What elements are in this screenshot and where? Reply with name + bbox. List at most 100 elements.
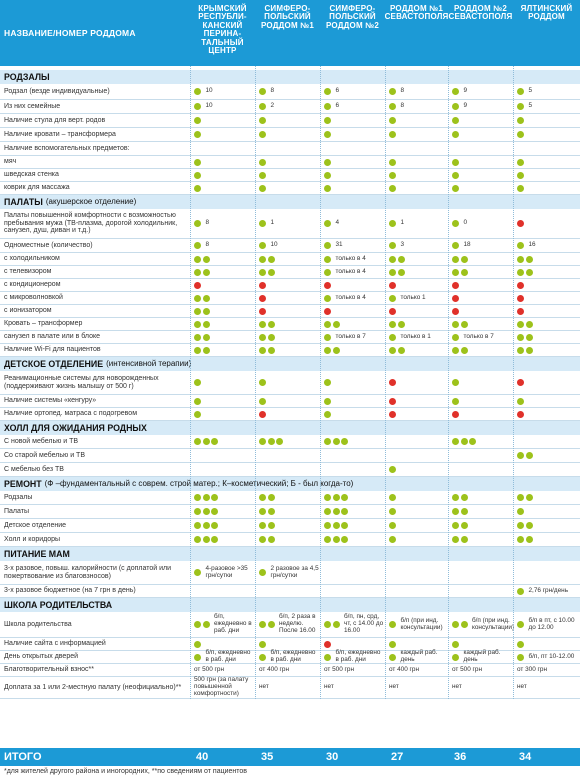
table-cell xyxy=(320,638,385,650)
yes-dot-icon xyxy=(525,536,533,543)
cell-text: от 500 грн xyxy=(324,665,354,673)
table-cell: б/п в пт, с 10.00 до 12.00 xyxy=(513,612,580,637)
column-divider xyxy=(190,66,191,699)
table-cell: 18 xyxy=(448,239,513,252)
table-cell xyxy=(513,169,580,181)
yes-dot-icon xyxy=(460,320,468,328)
table-cell xyxy=(448,156,513,168)
table-cell xyxy=(255,408,320,420)
table-cell xyxy=(190,344,255,356)
yes-dot-icon xyxy=(452,494,459,501)
table-cell xyxy=(190,253,255,265)
table-row: Школа родительства б/п, ежедневно в раб. … xyxy=(0,612,580,638)
table-cell xyxy=(448,408,513,420)
yes-dot-icon xyxy=(267,346,275,354)
row-label: Доплата за 1 или 2-местную палату (неофи… xyxy=(4,683,182,691)
table-cell xyxy=(513,561,580,584)
yes-dot-icon xyxy=(324,397,331,405)
table-cell xyxy=(448,638,513,650)
cell-text: 9 xyxy=(463,102,468,110)
table-cell xyxy=(513,253,580,265)
table-cell xyxy=(448,371,513,394)
yes-dot-icon xyxy=(259,522,266,529)
table-cell: 2 xyxy=(255,100,320,113)
table-row: с ионизатором xyxy=(0,305,580,318)
cell-text: только в 1 xyxy=(400,332,431,340)
yes-dot-icon xyxy=(389,294,396,302)
yes-dot-icon xyxy=(517,508,524,515)
table-cell xyxy=(448,253,513,265)
table-cell xyxy=(448,182,513,194)
table-row: Детское отделение xyxy=(0,519,580,533)
yes-dot-icon xyxy=(389,494,396,501)
table-row: Родзал (везде индивидуальные) 10 8 6 8 9 5 xyxy=(0,84,580,100)
yes-dot-icon xyxy=(259,242,266,249)
row-label: с телевизором xyxy=(4,268,52,276)
yes-dot-icon xyxy=(324,508,331,515)
column-divider xyxy=(513,66,514,699)
table-cell xyxy=(190,156,255,168)
table-cell xyxy=(190,114,255,127)
table-cell xyxy=(320,505,385,518)
no-dot-icon xyxy=(259,281,266,289)
table-cell xyxy=(255,533,320,546)
cell-text: 500 грн (за палату повышенной комфортнос… xyxy=(194,676,249,697)
table-cell xyxy=(190,305,255,317)
yes-dot-icon xyxy=(324,103,331,110)
table-cell xyxy=(513,142,580,155)
yes-dot-icon xyxy=(517,346,524,354)
table-cell xyxy=(448,279,513,291)
yes-dot-icon xyxy=(324,346,331,354)
table-cell xyxy=(190,128,255,141)
row-label: шведская стенка xyxy=(4,171,59,179)
table-cell: нет xyxy=(448,677,513,698)
column-divider xyxy=(385,66,386,699)
yes-dot-icon xyxy=(452,184,459,192)
yes-dot-icon xyxy=(202,508,210,515)
table-row: Благотворительный взнос** от 500 грн от 40… xyxy=(0,664,580,677)
table-cell: 9 xyxy=(448,100,513,113)
yes-dot-icon xyxy=(194,346,201,354)
cell-text: 5 xyxy=(528,102,533,110)
yes-dot-icon xyxy=(525,494,533,501)
table-cell: 500 грн (за палату повышенной комфортнос… xyxy=(190,676,255,698)
table-cell: 8 xyxy=(190,239,255,252)
row-label: Наличие стула для верт. родов xyxy=(4,116,106,124)
table-cell xyxy=(513,128,580,141)
yes-dot-icon xyxy=(324,320,331,328)
yes-dot-icon xyxy=(259,640,266,648)
yes-dot-icon xyxy=(324,621,331,628)
yes-dot-icon xyxy=(389,333,396,341)
table-cell xyxy=(385,638,448,650)
cell-text: только в 7 xyxy=(463,332,494,340)
header-label: НАЗВАНИЕ/НОМЕР РОДДОМА xyxy=(4,27,136,38)
yes-dot-icon xyxy=(324,522,331,529)
section-subtitle: (Ф –фундаментальный с соврем. строй мате… xyxy=(44,479,354,488)
yes-dot-icon xyxy=(332,320,340,328)
yes-dot-icon xyxy=(194,410,201,418)
yes-dot-icon xyxy=(517,397,524,405)
table-cell: только в 4 xyxy=(320,292,385,304)
table-cell: от 500 грн xyxy=(320,664,385,676)
yes-dot-icon xyxy=(525,333,533,341)
yes-dot-icon xyxy=(194,569,201,576)
yes-dot-icon xyxy=(517,158,524,166)
table-row: 3-х разовое бюджетное (на 7 грн в день) 2… xyxy=(0,585,580,598)
yes-dot-icon xyxy=(452,255,459,263)
no-dot-icon xyxy=(517,379,524,386)
cell-text: 10 xyxy=(270,241,278,249)
yes-dot-icon xyxy=(324,333,331,341)
yes-dot-icon xyxy=(525,452,533,459)
yes-dot-icon xyxy=(452,220,459,227)
row-label: Наличие кровати – трансформера xyxy=(4,130,116,138)
table-cell xyxy=(448,169,513,181)
total-hospital-5: 36 xyxy=(454,751,467,763)
yes-dot-icon xyxy=(452,88,459,95)
yes-dot-icon xyxy=(452,379,459,386)
no-dot-icon xyxy=(324,307,331,315)
section-header: ШКОЛА РОДИТЕЛЬСТВА xyxy=(0,598,580,612)
row-label: с кондиционером xyxy=(4,281,61,289)
yes-dot-icon xyxy=(259,103,266,110)
table-cell xyxy=(320,156,385,168)
row-label: С новой мебелью и ТВ xyxy=(4,437,79,445)
